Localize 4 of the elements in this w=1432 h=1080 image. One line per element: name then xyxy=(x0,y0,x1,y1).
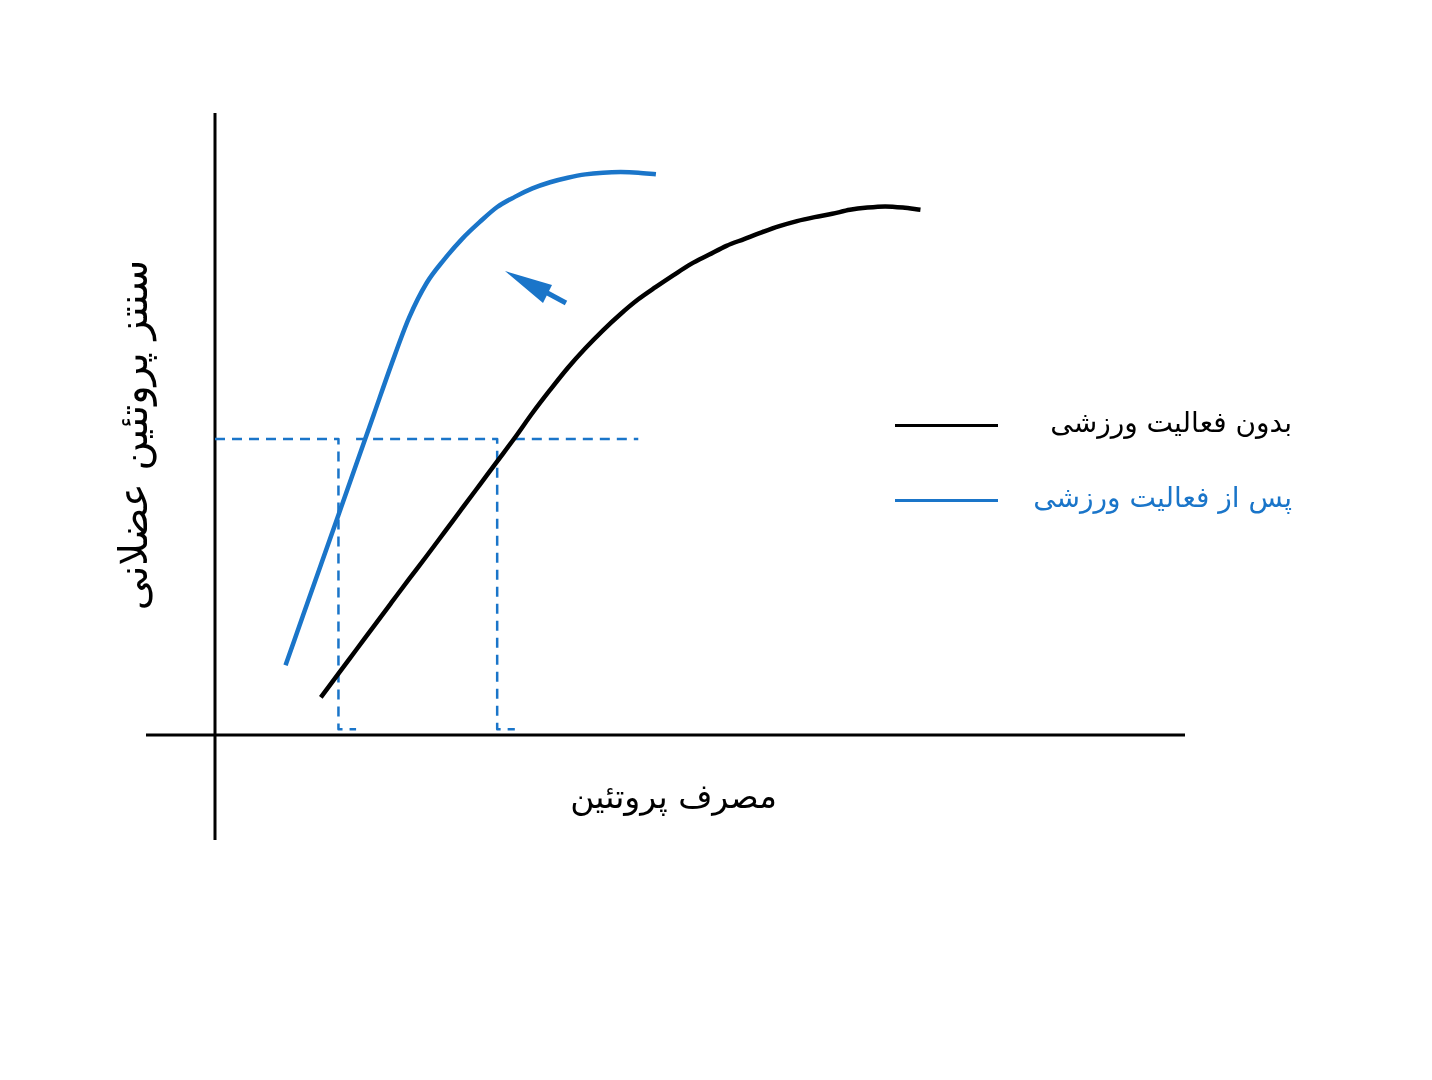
x-axis-title: مصرف پروتئین xyxy=(570,776,777,816)
y-axis-title: سنتز پروتئین عضلانی xyxy=(110,259,158,611)
legend-label: پس از فعالیت ورزشی xyxy=(1033,480,1292,516)
legend-label: بدون فعالیت ورزشی xyxy=(1050,405,1292,441)
